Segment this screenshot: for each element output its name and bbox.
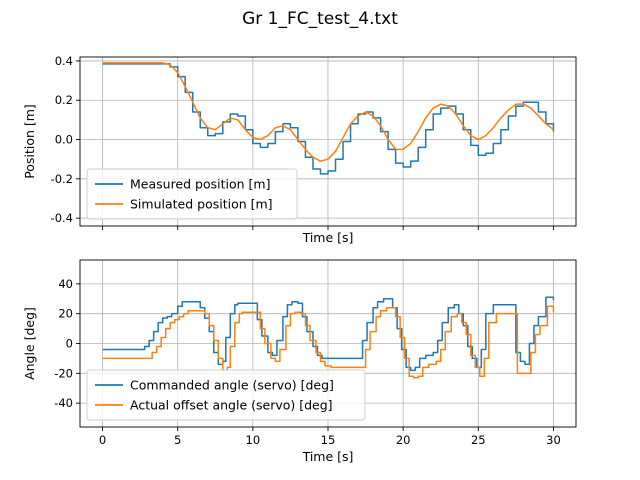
angle-series-primary-line <box>102 296 555 372</box>
angle-ytick-label: 0 <box>66 337 73 351</box>
angle-xtick-label: 10 <box>246 433 261 447</box>
position-legend-label: Measured position [m] <box>130 177 270 192</box>
position-x-axis-label: Time [s] <box>302 230 354 245</box>
angle-y-axis-label: Angle [deg] <box>22 307 37 380</box>
angle-legend-box <box>86 369 366 421</box>
angle-xtick-label: 30 <box>546 433 561 447</box>
figure-title: Gr 1_FC_test_4.txt <box>242 9 398 29</box>
angle-xtick-label: 15 <box>321 433 336 447</box>
position-ytick-label: 0.4 <box>55 54 73 68</box>
angle-legend-label: Commanded angle (servo) [deg] <box>130 378 334 393</box>
angle-ytick-label: -20 <box>54 366 73 380</box>
position-y-axis-label: Position [m] <box>22 104 37 179</box>
angle-ytick-label: 20 <box>58 307 73 321</box>
position-series-primary-line <box>102 63 555 175</box>
angle-axes: 0 5 10 15 20 25 30 -40 -20 0 20 40 Time [s] Angle [de… <box>22 259 577 464</box>
angle-ytick-label: 40 <box>58 277 73 291</box>
position-ytick-label: 0.2 <box>55 93 73 107</box>
position-ytick-label: -0.2 <box>51 172 73 186</box>
position-legend: Measured position [m] Simulated position … <box>86 168 298 220</box>
angle-legend: Commanded angle (servo) [deg] Actual offs… <box>86 369 366 421</box>
position-legend-label: Simulated position [m] <box>130 197 273 212</box>
angle-legend-label: Actual offset angle (servo) [deg] <box>130 398 333 413</box>
angle-xtick-label: 20 <box>396 433 411 447</box>
angle-xtick-label: 5 <box>174 433 181 447</box>
angle-xtick-label: 0 <box>99 433 106 447</box>
angle-ytick-label: -40 <box>54 396 73 410</box>
position-legend-box <box>86 168 298 220</box>
position-series-secondary-line <box>102 62 554 162</box>
position-axes: -0.4 -0.2 0.0 0.2 0.4 Time [s] Position [m] Mea… <box>22 54 577 245</box>
position-ytick-label: -0.4 <box>51 211 73 225</box>
angle-xtick-label: 25 <box>471 433 486 447</box>
position-ytick-label: 0.0 <box>55 133 73 147</box>
angle-x-axis-label: Time [s] <box>302 449 354 464</box>
angle-series-secondary-line <box>102 305 555 379</box>
